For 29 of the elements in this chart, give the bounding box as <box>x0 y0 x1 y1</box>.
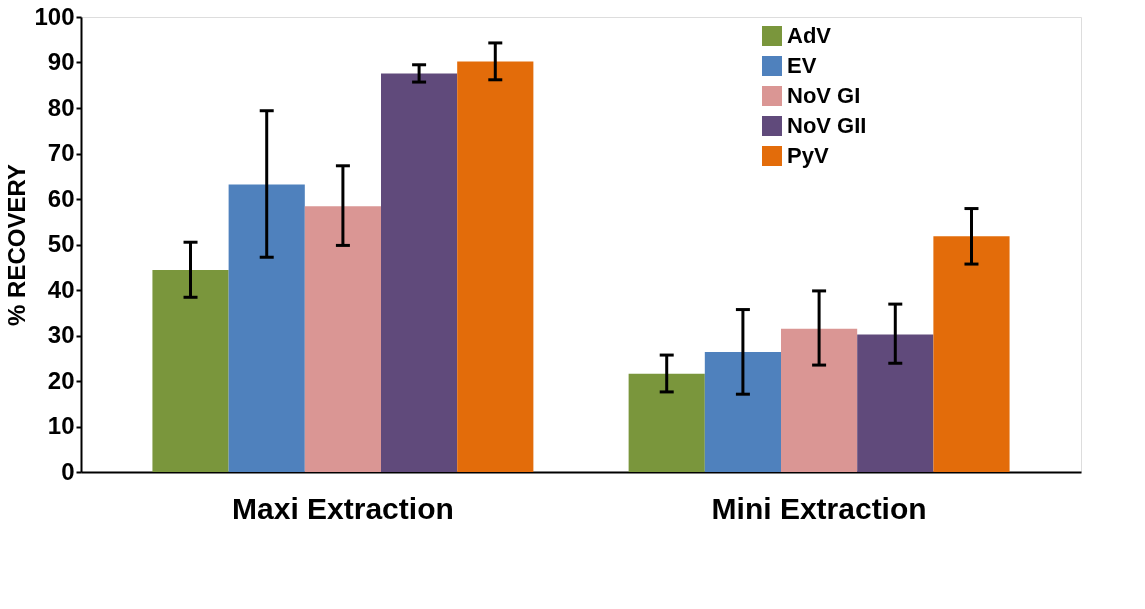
bar <box>381 73 458 472</box>
y-tick-label: 100 <box>34 2 75 30</box>
y-tick-label: 50 <box>47 230 75 257</box>
bar <box>857 334 934 472</box>
y-tick-label: 30 <box>47 321 75 348</box>
x-tick-label: Maxi Extraction <box>232 491 454 525</box>
legend-label: NoV GII <box>787 113 867 138</box>
y-tick-label: 0 <box>61 457 75 485</box>
x-tick-label: Mini Extraction <box>711 491 927 525</box>
y-tick-label: 70 <box>47 139 75 166</box>
legend-label: AdV <box>787 23 832 48</box>
legend-label: EV <box>787 53 817 78</box>
y-tick-label: 20 <box>47 366 75 394</box>
legend-label: PyV <box>787 143 829 168</box>
legend-label: NoV GI <box>787 83 861 108</box>
bar <box>704 351 781 472</box>
bar <box>933 236 1010 472</box>
y-tick-label: 80 <box>47 93 75 121</box>
y-tick-label: 40 <box>47 275 75 303</box>
bar <box>628 373 705 472</box>
bar <box>228 184 305 472</box>
bar <box>152 269 229 472</box>
y-tick-label: 10 <box>47 412 75 439</box>
bar <box>304 206 381 472</box>
y-tick-label: 60 <box>47 184 75 212</box>
y-axis-title: % RECOVERY <box>3 164 31 326</box>
bar <box>457 61 534 472</box>
y-tick-label: 90 <box>47 48 75 75</box>
bar <box>781 328 858 472</box>
